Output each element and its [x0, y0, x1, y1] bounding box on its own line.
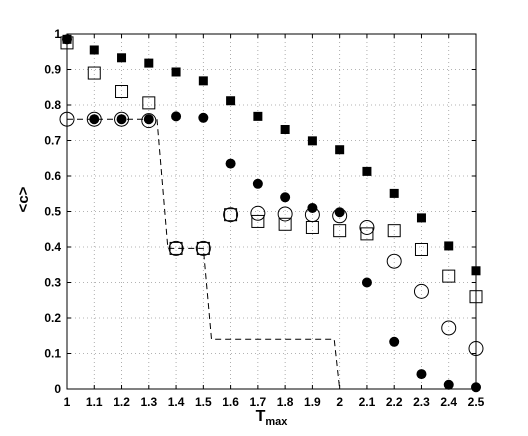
x-tick-label: 2.1 — [359, 395, 376, 409]
open-circle-point — [59, 111, 75, 127]
x-tick-label: 1.8 — [277, 395, 294, 409]
open-circle-point — [413, 283, 429, 299]
y-tick-label: 0.1 — [44, 347, 61, 361]
x-tick-label: 2 — [336, 395, 343, 409]
open-square-point — [115, 85, 129, 99]
y-tick-label: 0.6 — [44, 169, 61, 183]
filled-circle-point — [198, 112, 209, 123]
x-tick-label: 1.2 — [113, 395, 130, 409]
open-square-point — [305, 220, 319, 234]
y-tick-label: 0.3 — [44, 276, 61, 290]
x-tick-label: 2.3 — [413, 395, 430, 409]
open-square-point — [224, 208, 238, 222]
y-tick-label: 0.5 — [44, 205, 61, 219]
dashed-line-series — [67, 118, 341, 390]
y-tick-label: 0.9 — [44, 63, 61, 77]
filled-square-point — [389, 188, 399, 198]
x-tick-label: 1 — [64, 395, 71, 409]
filled-square-point — [171, 67, 181, 77]
open-square-point — [333, 224, 347, 238]
grid-lines — [67, 34, 476, 389]
filled-square-point — [362, 166, 372, 176]
open-square-point — [360, 227, 374, 241]
filled-square-point — [144, 58, 154, 68]
open-square-point — [87, 66, 101, 80]
filled-circle-point — [252, 178, 263, 189]
filled-circle-point — [471, 382, 481, 393]
filled-square-point — [307, 136, 317, 146]
filled-circle-point — [361, 277, 372, 288]
filled-square-point — [471, 266, 481, 276]
filled-circle-point — [89, 114, 100, 125]
x-tick-label: 1.4 — [168, 395, 185, 409]
open-square-point — [169, 241, 183, 255]
open-circle-point — [468, 341, 484, 357]
open-square-point — [196, 241, 210, 255]
open-square-point — [469, 290, 483, 304]
x-tick-label: 1.7 — [250, 395, 267, 409]
filled-square-point — [226, 96, 236, 106]
filled-circle-point — [62, 34, 72, 45]
x-tick-label: 1.9 — [304, 395, 321, 409]
open-square-point — [414, 242, 428, 256]
open-circle-point — [304, 207, 320, 223]
filled-square-point — [444, 241, 454, 251]
filled-square-point — [280, 124, 290, 134]
open-square-point — [387, 224, 401, 238]
x-axis-ticks: 1 1.1 1.2 1.3 1.4 1.5 1.6 1.7 1.8 1.9 2 2.1 2.2 2.3 2.… — [64, 34, 485, 409]
y-tick-label: 0.2 — [44, 311, 61, 325]
filled-circle-point — [416, 369, 427, 380]
filled-circle-point — [443, 379, 454, 390]
x-tick-label: 1.6 — [222, 395, 239, 409]
y-tick-label: 0.8 — [44, 98, 61, 112]
x-tick-label: 1.1 — [86, 395, 103, 409]
x-tick-label: 1.3 — [140, 395, 157, 409]
y-axis-ticks: 0 0.1 0.2 0.3 0.4 0.5 0.6 0.7 0.8 0.9 1 — [44, 27, 476, 396]
open-circle-point — [441, 320, 457, 336]
x-tick-label: 2.2 — [386, 395, 403, 409]
open-circle-point — [359, 219, 375, 235]
filled-square-point — [89, 45, 99, 55]
open-circle-point — [250, 205, 266, 221]
x-tick-label: 2.4 — [440, 395, 457, 409]
open-circle-point — [114, 111, 130, 127]
filled-circle-point — [171, 111, 182, 122]
filled-circle-point — [225, 158, 236, 169]
filled-square-point — [198, 76, 208, 86]
open-square-point — [278, 217, 292, 231]
filled-square-point — [416, 213, 426, 223]
filled-circle-point — [280, 192, 291, 203]
y-tick-label: 0.7 — [44, 134, 61, 148]
filled-square-point — [253, 111, 263, 121]
data-series — [59, 34, 484, 393]
open-circle-point — [195, 240, 211, 256]
filled-circle-point — [116, 114, 127, 125]
y-tick-label: 1 — [54, 27, 61, 41]
open-square-point — [251, 214, 265, 228]
open-circle-point — [386, 253, 402, 269]
x-axis-label: Tmax — [256, 408, 289, 428]
open-circle-point — [86, 111, 102, 127]
x-tick-label: 2.5 — [468, 395, 485, 409]
filled-square-point — [117, 53, 127, 63]
open-circle-point — [277, 206, 293, 222]
filled-circle-point — [389, 336, 400, 347]
open-circle-point — [168, 240, 184, 256]
y-tick-label: 0.4 — [44, 240, 61, 254]
open-square-point — [142, 96, 156, 110]
y-tick-label: 0 — [54, 382, 61, 396]
x-tick-label: 1.5 — [195, 395, 212, 409]
y-axis-label: <c> — [15, 186, 32, 212]
filled-square-point — [335, 145, 345, 155]
open-circle-point — [141, 113, 157, 129]
open-circle-point — [332, 208, 348, 224]
filled-circle-point — [143, 114, 154, 125]
open-square-point — [442, 269, 456, 283]
open-circle-point — [223, 207, 239, 223]
